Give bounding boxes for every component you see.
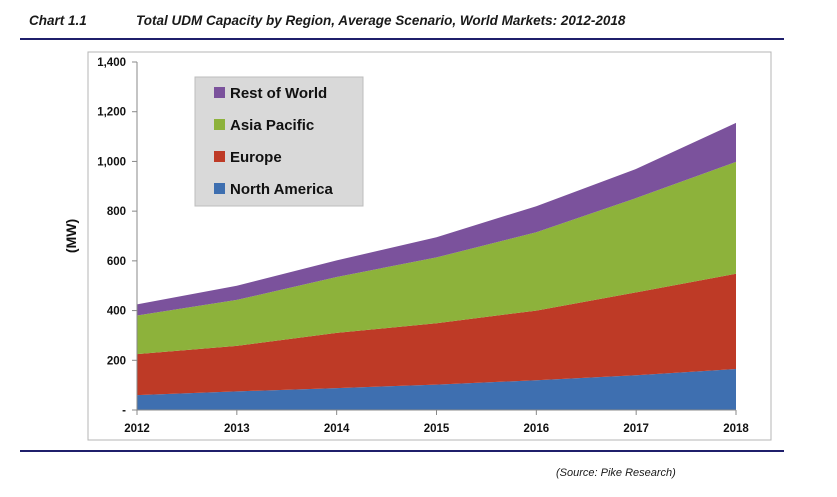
y-tick-label: 1,400 [97, 57, 126, 69]
bottom-divider [20, 450, 784, 452]
area-europe [137, 273, 736, 396]
x-tick-label: 2015 [424, 423, 450, 435]
legend-swatch-europe [214, 151, 225, 162]
legend-swatch-north-america [214, 183, 225, 194]
y-tick-label: 600 [107, 256, 126, 268]
x-tick-label: 2016 [524, 423, 550, 435]
source-note: (Source: Pike Research) [556, 467, 676, 479]
legend-label-europe: Europe [230, 149, 282, 166]
area-asia-pacific [137, 161, 736, 355]
top-divider [20, 38, 784, 40]
legend-label-asia-pacific: Asia Pacific [230, 117, 314, 134]
legend: Rest of World Asia Pacific Europe North Ame… [194, 76, 364, 207]
y-tick-label: 1,000 [97, 156, 126, 168]
chart-label: Chart 1.1 [29, 13, 87, 28]
axes: - 200 400 600 800 1,000 1,200 1,400 2012 2013 2014… [63, 57, 749, 435]
y-tick-label: 400 [107, 306, 126, 318]
y-axis-label: (MW) [63, 219, 79, 253]
y-tick-label: 1,200 [97, 107, 126, 119]
area-rest-of-world [137, 122, 736, 316]
x-tick-label: 2014 [324, 423, 350, 435]
x-tick-label: 2018 [723, 423, 749, 435]
y-tick-label: - [122, 405, 126, 417]
series-areas [137, 122, 736, 410]
legend-label-north-america: North America [230, 181, 333, 198]
x-tick-label: 2013 [224, 423, 250, 435]
area-north-america [137, 369, 736, 410]
x-tick-label: 2017 [623, 423, 649, 435]
y-tick-label: 800 [107, 206, 126, 218]
legend-swatch-asia-pacific [214, 119, 225, 130]
legend-label-rest-of-world: Rest of World [230, 85, 327, 102]
legend-swatch-rest-of-world [214, 87, 225, 98]
x-tick-label: 2012 [124, 423, 150, 435]
chart-title: Total UDM Capacity by Region, Average Sc… [136, 13, 626, 28]
y-tick-label: 200 [107, 355, 126, 367]
